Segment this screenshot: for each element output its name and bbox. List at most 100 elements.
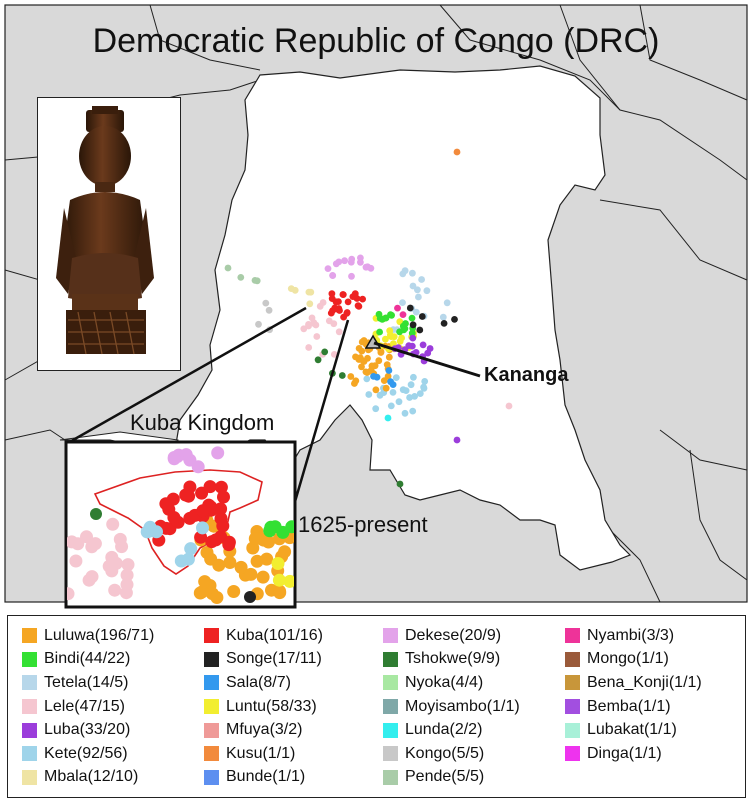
sample-point [389,389,397,396]
sample-point [394,304,401,312]
legend-swatch [204,651,219,667]
sample-point [88,537,102,551]
inset-title: Kuba Kingdom [130,410,275,435]
legend-swatch [204,769,219,785]
sample-point [414,286,421,294]
legend-item: Tshokwe(9/9) [383,648,520,672]
legend-item: Luba(33/20) [22,718,154,742]
sample-point [305,344,313,351]
legend-item: Dinga(1/1) [565,742,702,766]
legend-item: Lele(47/15) [22,695,154,719]
sample-point [440,320,448,327]
legend-label: Dinga(1/1) [587,744,662,762]
legend-item: Kongo(5/5) [383,742,520,766]
sample-point [355,303,363,310]
inset-sample-points [67,446,294,604]
legend-label: Bindi(44/22) [44,650,131,668]
sample-point [211,446,225,460]
legend-label: Lubakat(1/1) [587,721,677,739]
sample-point [268,520,282,534]
legend-item: Moyisambo(1/1) [383,695,520,719]
legend-swatch [204,722,219,738]
sample-point [407,381,415,389]
sample-point [278,545,292,559]
sample-point [67,535,79,549]
sample-point [416,326,424,334]
sample-point [343,309,351,316]
sample-point [167,452,181,466]
legend-swatch [22,628,37,644]
sample-point [328,290,336,298]
sample-point [399,270,407,278]
legend-swatch [22,699,37,715]
legend-label: Kuba(101/16) [226,626,323,644]
sample-point [308,314,316,322]
sample-point [443,299,451,307]
sample-point [358,363,365,371]
sample-point [150,525,163,539]
sample-point [410,373,417,381]
sample-point [380,377,388,384]
city-label-kananga: Kananga [484,364,569,386]
legend-swatch [204,675,219,691]
sample-point [418,276,425,283]
sample-point [196,504,210,518]
sample-point [166,492,180,506]
legend-item: Kete(92/56) [22,742,154,766]
sample-point [362,263,370,271]
sample-point [423,287,431,295]
sample-point [223,556,237,569]
sample-point [314,356,322,364]
sample-point [399,299,406,306]
legend-item: Bena_Konji(1/1) [565,671,702,695]
sample-point [255,320,262,328]
legend-swatch [22,651,37,667]
sample-point [90,508,102,520]
sample-point [283,574,294,588]
sample-point [409,407,417,415]
sample-point [382,384,390,392]
legend-label: Kusu(1/1) [226,744,296,762]
sample-point [191,460,205,474]
legend-label: Mbala(12/10) [44,768,139,786]
sample-point [332,260,340,268]
legend-item: Luntu(58/33) [204,695,323,719]
sample-point [340,313,347,321]
legend-label: Mongo(1/1) [587,650,669,668]
legend-item: Luluwa(196/71) [22,624,154,648]
sample-point [272,573,286,587]
sample-point [273,586,287,600]
sample-point [306,300,314,308]
legend-swatch [383,699,398,715]
legend-label: Dekese(20/9) [405,626,502,644]
sample-point [398,334,405,342]
sample-point [102,559,116,573]
sample-point [195,585,209,599]
sample-point [399,311,407,318]
legend-item: Nyoka(4/4) [383,671,520,695]
sample-point [424,349,432,357]
legend-swatch [383,651,398,667]
sample-point [412,308,420,316]
sample-point [305,321,312,328]
legend-swatch [204,746,219,762]
legend-item: Nyambi(3/3) [565,624,702,648]
sample-point [453,436,461,444]
sample-point [212,558,226,572]
legend-item: Bindi(44/22) [22,648,154,672]
zoom-line-right [292,319,350,506]
sample-point [251,277,259,284]
sample-point [392,374,400,381]
sample-point [359,295,366,303]
sample-point [421,378,429,385]
sample-point [396,480,404,488]
sample-point [387,402,395,410]
legend-swatch [565,651,580,667]
sample-point [203,480,217,494]
sample-point [409,282,417,290]
sample-point [348,255,356,263]
legend-item: Lubakat(1/1) [565,718,702,742]
legend-swatch [22,722,37,738]
sample-point [179,488,193,502]
